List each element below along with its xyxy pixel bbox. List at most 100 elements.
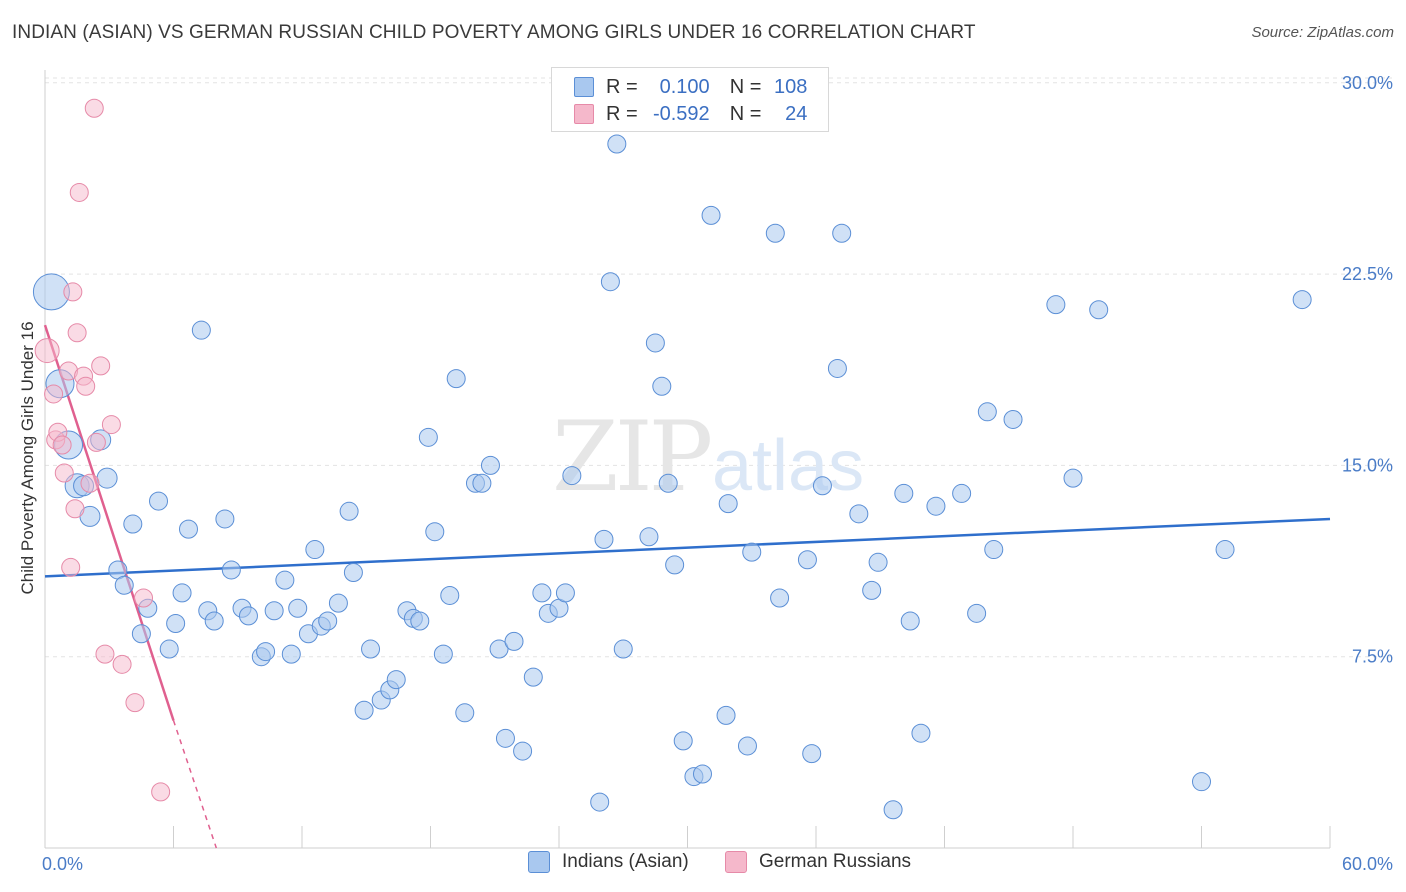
point-indians-asian [1089,300,1109,320]
point-german-russians [125,693,145,713]
point-indians-asian [562,466,582,486]
legend-r-label: R = [606,75,638,98]
point-indians-asian [645,333,665,353]
point-indians-asian [701,205,721,225]
watermark-zip: ZIP [552,401,711,513]
point-indians-asian [480,455,500,475]
point-indians-asian [178,519,198,539]
point-indians-asian [665,555,685,575]
trend-line-german-russians-extension [172,720,218,849]
point-indians-asian [513,741,533,761]
y-tick-label: 15.0% [1342,455,1393,475]
point-german-russians [63,282,83,302]
legend-item-german-russians: German Russians [725,851,911,873]
point-german-russians [112,654,132,674]
point-indians-asian [868,552,888,572]
point-german-russians [61,557,81,577]
point-indians-asian [802,744,822,764]
point-indians-asian [849,504,869,524]
legend-n-label: N = [729,102,762,125]
legend-n-label: N = [729,75,762,98]
point-indians-asian [523,667,543,687]
point-indians-asian [264,601,284,621]
point-indians-asian [354,700,374,720]
point-indians-asian [658,473,678,493]
point-indians-asian [1003,409,1023,429]
point-indians-asian [472,473,492,493]
point-german-russians [91,356,111,376]
point-indians-asian [797,550,817,570]
x-tick-label-min: 0.0% [42,854,83,874]
point-indians-asian [149,491,169,511]
axes [44,70,1331,849]
point-indians-asian [1192,772,1211,792]
point-indians-asian [172,583,192,603]
point-indians-asian [425,522,445,542]
point-indians-asian [256,642,276,662]
legend-label-indians: Indians (Asian) [562,851,689,872]
source-label: Source: ZipAtlas.com [1251,24,1394,41]
y-tick-label: 30.0% [1342,73,1393,93]
y-tick-label: 22.5% [1342,264,1393,284]
point-indians-asian [832,223,852,243]
chart-title: INDIAN (ASIAN) VS GERMAN RUSSIAN CHILD P… [12,22,976,43]
point-indians-asian [1046,295,1066,315]
y-tick-label: 7.5% [1352,647,1393,667]
point-indians-asian [984,540,1004,560]
watermark-atlas: atlas [712,426,864,506]
point-german-russians [95,644,115,664]
series-legend: Indians (Asian) German Russians [0,851,1406,877]
point-indians-asian [440,585,460,605]
y-tick-labels: 7.5% 15.0% 22.5% 30.0% [1342,73,1393,667]
x-tick-label-max: 60.0% [1342,854,1393,874]
point-indians-asian [1215,540,1235,560]
point-indians-asian [827,358,847,378]
trend-line-indians [44,517,1331,578]
point-german-russians [76,376,96,396]
point-german-russians [151,782,171,802]
point-indians-asian [288,598,308,618]
legend-swatch-german-russians [574,104,594,124]
point-indians-asian [123,514,143,534]
legend-row-indians: R = 0.100 N = 108 [574,74,807,100]
point-german-russians [34,338,60,364]
legend-label-german-russians: German Russians [759,851,912,872]
legend-r-value: 0.100 [659,75,710,98]
point-indians-asian [343,563,363,583]
point-indians-asian [652,376,672,396]
correlation-legend: R = 0.100 N = 108 R = -0.592 N = 24 [551,67,829,132]
point-indians-asian [613,639,633,659]
point-indians-asian [281,644,301,664]
point-indians-asian [489,639,509,659]
point-indians-asian [305,540,325,560]
point-indians-asian [590,792,610,812]
point-indians-asian [883,800,903,820]
point-indians-asian [238,606,258,626]
point-german-russians [101,415,121,435]
point-indians-asian [967,603,987,623]
point-indians-asian [328,593,348,613]
point-german-russians [86,432,106,452]
point-indians-asian [504,631,524,651]
point-indians-asian [692,764,712,784]
point-indians-asian [911,723,931,743]
point-indians-asian [607,134,627,154]
point-indians-asian [318,611,338,631]
point-indians-asian [339,501,359,521]
point-indians-asian [600,272,620,292]
point-german-russians [65,499,85,519]
legend-r-value: -0.592 [652,102,710,125]
point-indians-asian [386,670,406,690]
point-indians-asian [900,611,920,631]
point-indians-asian [1292,290,1312,310]
point-german-russians [52,435,72,455]
point-indians-asian [204,611,224,631]
legend-n-value: 24 [785,102,808,125]
point-indians-asian [770,588,790,608]
point-indians-asian [1063,468,1083,488]
point-indians-asian [159,639,179,659]
point-indians-asian [977,402,997,422]
legend-n-value: 108 [774,75,808,98]
point-indians-asian [894,483,914,503]
data-points [32,98,1312,820]
